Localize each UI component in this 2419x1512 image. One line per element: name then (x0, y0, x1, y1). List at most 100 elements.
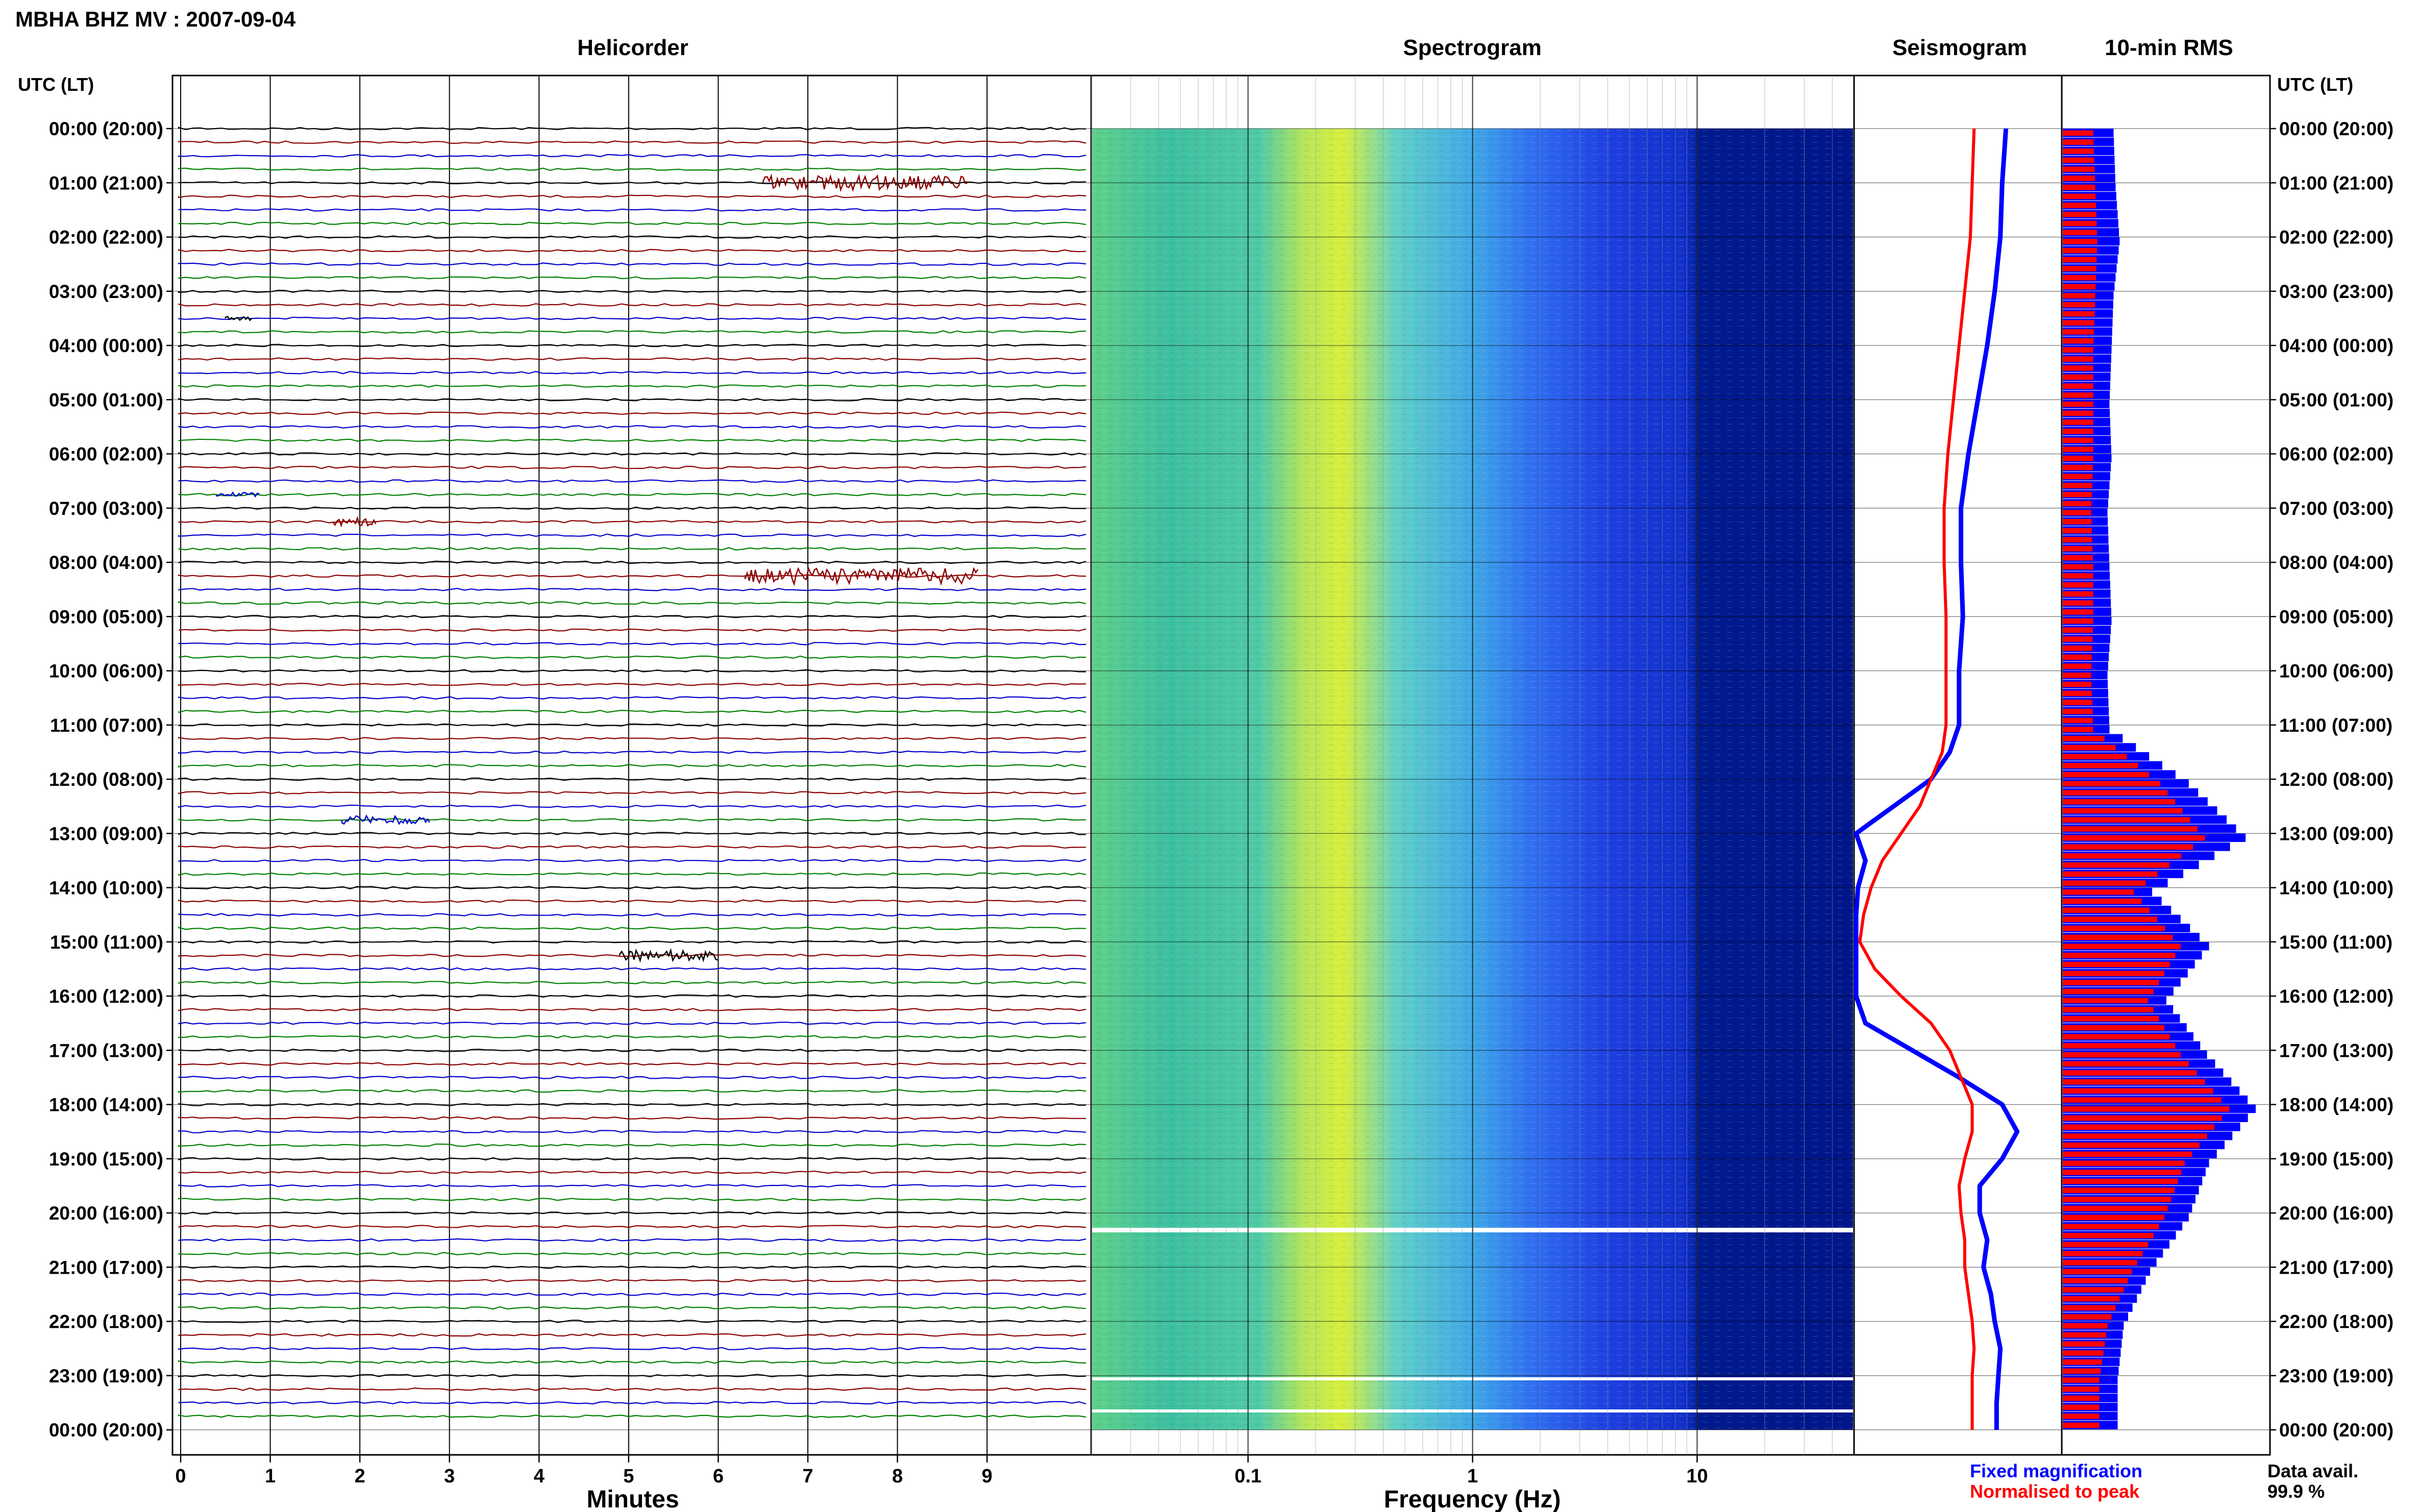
rms-bar-normalised (2063, 953, 2176, 958)
helicorder-trace (178, 940, 1087, 944)
rms-bar-normalised (2063, 1377, 2100, 1383)
rms-bar-normalised (2063, 1359, 2102, 1365)
helicorder-event (619, 948, 718, 963)
helicorder-trace (178, 601, 1087, 605)
data-avail-label: Data avail. (2267, 1460, 2358, 1481)
helicorder-trace (178, 221, 1087, 226)
rms-bar-normalised (2063, 510, 2091, 515)
rms-bar-normalised (2063, 1007, 2154, 1012)
helicorder-trace (178, 1401, 1087, 1405)
rms-bar-normalised (2063, 1025, 2164, 1031)
hour-label-left: 14:00 (10:00) (49, 878, 163, 899)
hour-label-right: 11:00 (07:00) (2279, 715, 2392, 736)
rms-bar-normalised (2063, 1305, 2116, 1311)
helicorder-title: Helicorder (577, 35, 688, 60)
rms-bar-normalised (2063, 673, 2091, 678)
helicorder-trace (178, 1279, 1087, 1283)
rms-bar-normalised (2063, 636, 2093, 642)
helicorder-trace (178, 750, 1087, 754)
helicorder-trace (178, 926, 1087, 930)
hour-label-left: 04:00 (00:00) (49, 335, 163, 356)
helicorder-trace (178, 1008, 1087, 1011)
rms-bar-normalised (2063, 980, 2159, 985)
helicorder-trace (178, 682, 1087, 686)
helicorder-trace (178, 913, 1086, 917)
helicorder-trace (178, 465, 1087, 469)
rms-bar-normalised (2063, 528, 2092, 534)
hour-label-right: 06:00 (02:00) (2279, 444, 2393, 465)
helicorder-trace (178, 736, 1087, 740)
rms-bar-normalised (2063, 519, 2092, 525)
rms-bar-normalised (2063, 184, 2095, 190)
helicorder-trace (178, 1198, 1087, 1201)
rms-bar-normalised (2063, 374, 2093, 380)
rms-bar-normalised (2063, 1287, 2124, 1293)
helicorder-trace (178, 764, 1087, 767)
helicorder-trace (178, 1414, 1087, 1418)
rms-bar-normalised (2063, 898, 2142, 904)
rms-bar-normalised (2063, 1214, 2164, 1221)
hour-label-left: 16:00 (12:00) (49, 986, 163, 1007)
rms-bar-normalised (2063, 781, 2160, 787)
helicorder-event (215, 491, 260, 498)
minute-tick-label: 1 (265, 1466, 276, 1487)
rms-bar-normalised (2063, 573, 2093, 579)
hour-label-left: 05:00 (01:00) (49, 389, 163, 410)
rms-bar-normalised (2063, 1170, 2182, 1175)
helicorder-trace (178, 276, 1087, 280)
rms-bar-normalised (2063, 347, 2093, 353)
rms-bar-normalised (2063, 1404, 2100, 1410)
helicorder-events (215, 173, 979, 963)
rms-bar-normalised (2063, 763, 2138, 769)
minute-tick-label: 3 (444, 1466, 455, 1487)
rms-bar-normalised (2063, 1043, 2176, 1049)
rms-bar-normalised (2063, 157, 2094, 163)
hour-label-left: 06:00 (02:00) (49, 444, 163, 465)
helicorder-trace (178, 479, 1087, 483)
rms-bar-normalised (2063, 871, 2158, 877)
hour-label-left: 10:00 (06:00) (49, 661, 163, 682)
helicorder-trace (178, 1333, 1087, 1337)
hour-lines (166, 128, 2276, 1431)
hour-label-right: 19:00 (15:00) (2279, 1149, 2393, 1170)
helicorder-trace (178, 872, 1087, 876)
hour-label-right: 01:00 (21:00) (2279, 172, 2393, 193)
helicorder-trace (178, 818, 1087, 822)
minute-tick-label: 7 (802, 1466, 813, 1487)
rms-bar-normalised (2063, 808, 2183, 814)
helicorder-trace (178, 641, 1087, 646)
hour-label-left: 18:00 (14:00) (49, 1095, 163, 1116)
helicorder-trace (178, 981, 1087, 984)
minute-tick-label: 6 (713, 1466, 724, 1487)
rms-bar-normalised (2063, 925, 2165, 931)
helicorder-trace (178, 709, 1087, 713)
helicorder-trace (178, 140, 1087, 144)
rms-bar-normalised (2063, 148, 2094, 154)
rms-bar-normalised (2063, 401, 2093, 407)
figure-title: MBHA BHZ MV : 2007-09-04 (15, 7, 296, 31)
helicorder-trace (178, 845, 1087, 849)
rms-bar-normalised (2063, 817, 2190, 823)
rms-bar-normalised (2063, 1386, 2100, 1392)
helicorder-trace (178, 899, 1087, 903)
helicorder-trace (178, 1130, 1087, 1134)
hour-label-left: 02:00 (22:00) (49, 227, 163, 248)
rms-bar-normalised (2063, 754, 2127, 759)
rms-bar-normalised (2063, 537, 2092, 542)
rms-bar-normalised (2063, 1142, 2200, 1148)
rms-bar-normalised (2063, 447, 2093, 452)
rms-bar-normalised (2063, 717, 2093, 724)
hour-label-right: 20:00 (16:00) (2279, 1203, 2393, 1224)
helicorder-trace (178, 1116, 1087, 1120)
seismogram-lines (1854, 128, 2020, 1430)
rms-bar-normalised (2063, 772, 2150, 778)
rms-bar-normalised (2063, 139, 2094, 145)
rms-bar-normalised (2063, 329, 2094, 335)
rms-bar-normalised (2063, 944, 2181, 949)
rms-bar-normalised (2063, 1314, 2112, 1320)
rms-bar-normalised (2063, 1115, 2222, 1121)
helicorder-trace (178, 411, 1087, 415)
hour-label-left: 01:00 (21:00) (49, 172, 163, 193)
hour-label-right: 10:00 (06:00) (2279, 661, 2393, 682)
rms-bar-normalised (2063, 419, 2093, 425)
